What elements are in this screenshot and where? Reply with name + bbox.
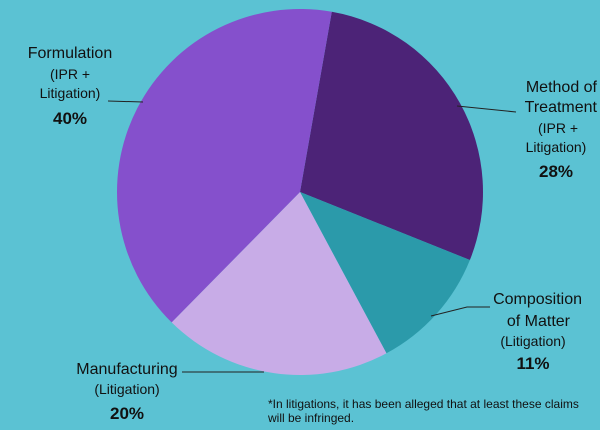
label-composition-sub: (Litigation) (500, 333, 565, 349)
label-formulation-name: Formulation (28, 45, 112, 62)
pie-slice-method-of-treatment (300, 11, 483, 261)
label-composition-of-matter: Composition of Matter (Litigation) 11% (493, 291, 582, 373)
label-composition-name-2: of Matter (507, 313, 571, 330)
label-formulation-pct: 40% (53, 109, 87, 128)
label-method-sub-1: (IPR + (538, 120, 578, 136)
label-manufacturing-sub: (Litigation) (94, 381, 159, 397)
label-method-pct: 28% (539, 162, 573, 181)
pie-slice-composition-of-matter (300, 192, 470, 354)
label-formulation: Formulation (IPR + Litigation) 40% (28, 45, 112, 128)
label-composition-name-1: Composition (493, 291, 582, 308)
pie-slice-formulation (117, 8, 332, 323)
label-manufacturing-name: Manufacturing (76, 361, 177, 378)
label-composition-pct: 11% (516, 354, 549, 373)
footnote: *In litigations, it has been alleged tha… (268, 397, 579, 425)
leader-lines (107, 100, 517, 373)
label-method-name-1: Method of (526, 79, 598, 96)
leader-method (456, 105, 517, 113)
pie-slices (117, 8, 483, 376)
leader-formulation (107, 100, 144, 103)
label-method-name-2: Treatment (525, 99, 598, 116)
leader-composition (430, 306, 490, 317)
label-formulation-sub-1: (IPR + (50, 66, 90, 82)
label-method-sub-2: Litigation) (526, 139, 587, 155)
label-manufacturing-pct: 20% (110, 404, 144, 423)
label-manufacturing: Manufacturing (Litigation) 20% (76, 361, 177, 423)
label-method-of-treatment: Method of Treatment (IPR + Litigation) 2… (525, 79, 598, 181)
pie-slice-manufacturing (171, 192, 387, 376)
label-formulation-sub-2: Litigation) (40, 85, 101, 101)
